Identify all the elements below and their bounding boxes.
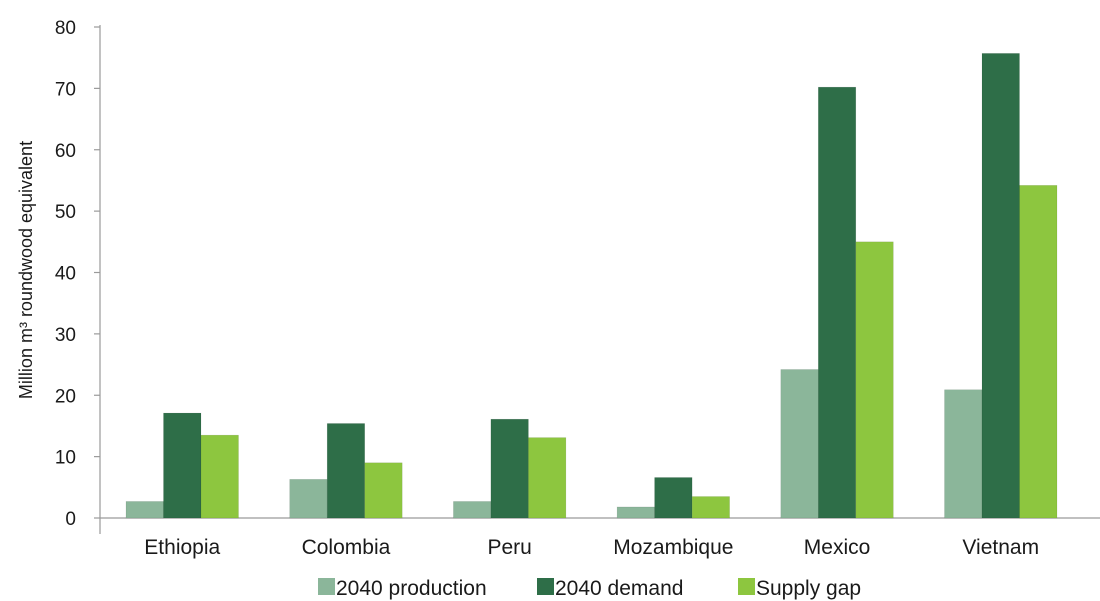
legend-swatch [537,578,554,595]
y-tick-label: 10 [55,448,76,469]
bar-2040-production-ethiopia [125,501,164,519]
bar-2040-demand-mexico [817,86,857,519]
bar-2040-production-vietnam [944,389,983,519]
y-tick-label: 60 [55,141,76,162]
x-tick-label: Peru [487,536,531,559]
bar-2040-production-mozambique [616,506,655,519]
legend-swatch [318,578,335,595]
x-tick-label: Colombia [302,536,391,559]
legend-label: 2040 demand [555,577,683,600]
bar-2040-demand-mozambique [654,477,693,519]
bar-2040-production-peru [453,501,492,519]
y-axis-label: Million m³ roundwood equivalent [16,141,36,399]
bar-2040-demand-colombia [326,423,366,519]
y-tick-label: 50 [55,202,76,223]
bar-2040-demand-peru [490,418,529,519]
bar-supply-gap-mozambique [691,496,730,519]
bars [125,53,1058,519]
bar-supply-gap-peru [528,437,567,519]
x-tick-label: Vietnam [962,536,1039,559]
bar-2040-demand-vietnam [981,53,1020,519]
legend-label: Supply gap [756,577,861,600]
bar-supply-gap-ethiopia [200,434,239,519]
y-tick-label: 40 [55,264,76,285]
legend-swatch [738,578,755,595]
bar-2040-production-colombia [289,479,328,519]
y-tick-label: 20 [55,386,76,407]
x-axis: Ethiopia Colombia Peru Mozambique Mexico Viet… [100,517,1100,559]
bar-2040-production-mexico [780,369,819,519]
y-tick-label: 30 [55,325,76,346]
x-tick-label: Ethiopia [144,536,220,559]
legend-label: 2040 production [336,577,487,600]
y-tick-label: 80 [55,18,76,39]
x-tick-label: Mexico [804,536,871,559]
bar-2040-demand-ethiopia [163,412,202,519]
x-tick-label: Mozambique [613,536,733,559]
bar-supply-gap-vietnam [1019,185,1058,519]
y-tick-label: 0 [65,509,76,530]
bar-supply-gap-colombia [364,462,403,519]
y-tick-label: 70 [55,79,76,100]
bar-supply-gap-mexico [855,241,894,519]
y-axis: 0 10 20 30 40 50 60 70 80 [55,18,101,534]
legend: 2040 production 2040 demand Supply gap [318,577,861,600]
